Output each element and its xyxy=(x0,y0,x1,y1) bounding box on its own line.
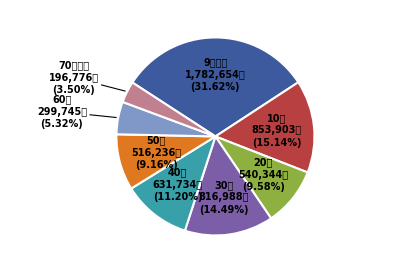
Text: 10대
853,903명
(15.14%): 10대 853,903명 (15.14%) xyxy=(251,113,301,148)
Wedge shape xyxy=(132,37,298,136)
Wedge shape xyxy=(123,83,216,136)
Wedge shape xyxy=(216,82,314,173)
Text: 60대
299,745명
(5.32%): 60대 299,745명 (5.32%) xyxy=(37,94,116,129)
Text: 70세이상
196,776명
(3.50%): 70세이상 196,776명 (3.50%) xyxy=(48,60,125,95)
Wedge shape xyxy=(116,102,216,136)
Text: 50대
516,236명
(9.16%): 50대 516,236명 (9.16%) xyxy=(131,135,181,170)
Text: 20대
540,344명
(9.58%): 20대 540,344명 (9.58%) xyxy=(239,157,289,192)
Text: 9세이하
1,782,654명
(31.62%): 9세이하 1,782,654명 (31.62%) xyxy=(185,58,246,93)
Text: 40대
631,734명
(11.20%): 40대 631,734명 (11.20%) xyxy=(153,167,203,202)
Text: 30대
816,988명
(14.49%): 30대 816,988명 (14.49%) xyxy=(199,180,249,215)
Wedge shape xyxy=(116,134,216,189)
Wedge shape xyxy=(131,136,216,231)
Wedge shape xyxy=(185,136,271,235)
Wedge shape xyxy=(216,136,308,218)
